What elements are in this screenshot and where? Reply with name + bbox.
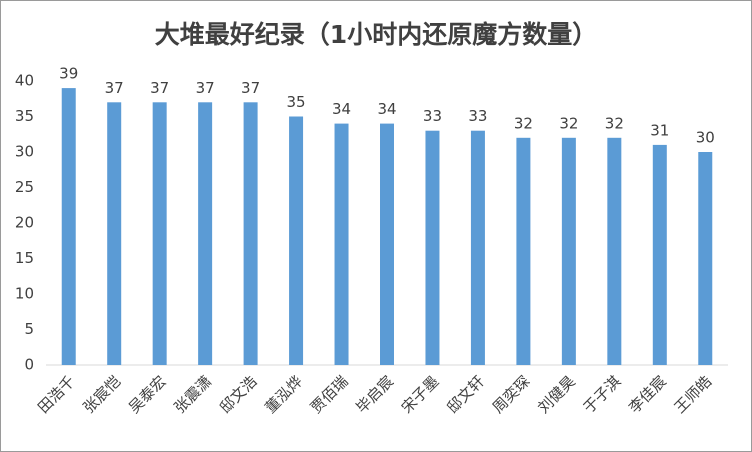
bar (198, 102, 213, 366)
bar (561, 137, 576, 365)
bar (698, 152, 713, 365)
data-label: 32 (514, 114, 533, 132)
bar (152, 102, 167, 366)
bar (470, 130, 485, 365)
data-label: 34 (377, 100, 396, 118)
bar (652, 144, 667, 365)
data-label: 37 (105, 79, 124, 97)
data-label: 37 (196, 79, 215, 97)
y-tick-label: 5 (24, 320, 34, 338)
bar (516, 137, 531, 365)
data-label: 33 (423, 107, 442, 125)
y-tick-label: 40 (15, 72, 34, 90)
data-label: 34 (332, 100, 351, 118)
y-tick-label: 20 (15, 214, 34, 232)
y-tick-label: 30 (15, 143, 34, 161)
data-label: 37 (241, 79, 260, 97)
bar (61, 88, 76, 365)
bar (425, 130, 440, 365)
bar (334, 123, 349, 365)
bar (380, 123, 394, 365)
bar (607, 137, 622, 365)
y-tick-label: 15 (15, 249, 34, 267)
y-tick-label: 25 (15, 178, 34, 196)
y-tick-label: 35 (15, 107, 34, 125)
data-label: 39 (59, 65, 78, 83)
bar (289, 116, 304, 365)
y-tick-label: 10 (15, 285, 34, 303)
data-label: 30 (696, 129, 715, 147)
data-label: 32 (559, 114, 578, 132)
data-label: 33 (468, 107, 487, 125)
data-label: 32 (605, 114, 624, 132)
bar (243, 102, 258, 366)
data-label: 37 (150, 79, 169, 97)
data-label: 31 (650, 121, 669, 139)
bar (107, 102, 122, 366)
y-tick-label: 0 (24, 356, 34, 374)
chart-title: 大堆最好纪录（1小时内还原魔方数量） (155, 20, 597, 49)
data-label: 35 (287, 93, 306, 111)
